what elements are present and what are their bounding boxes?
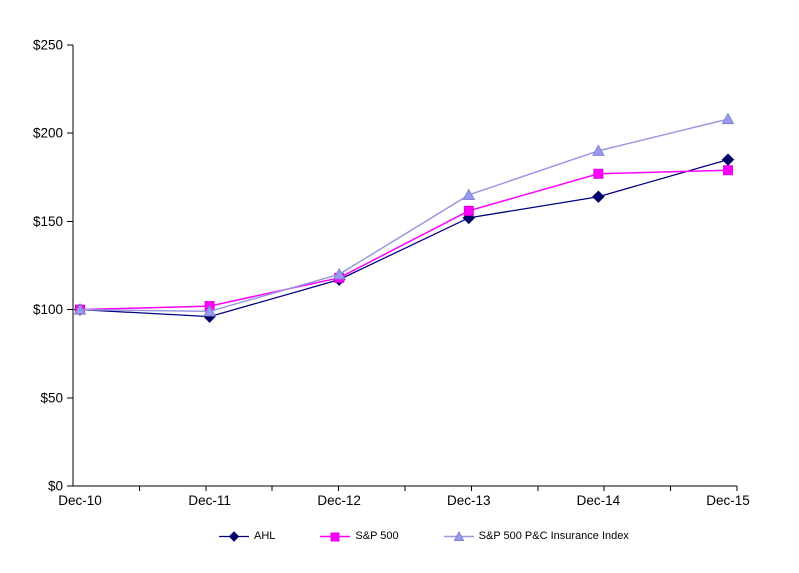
- legend-label-ahl: AHL: [254, 530, 276, 542]
- x-axis-tick-label: Dec-15: [706, 493, 750, 508]
- data-point-s-p-500-p-c-insurance-index: [203, 304, 216, 317]
- data-point-s-p-500-p-c-insurance-index: [332, 267, 346, 280]
- data-point-s-p-500: [723, 165, 733, 176]
- x-axis-tick-label: Dec-12: [317, 493, 361, 508]
- legend-item-sp500: S&P 500: [320, 530, 399, 542]
- legend-glyph-s-p-500-p-c-insurance-index: [453, 530, 464, 541]
- data-point-s-p-500-p-c-insurance-index: [462, 188, 476, 200]
- legend-label-sp500-pc-insurance-index: S&P 500 P&C Insurance Index: [478, 530, 629, 542]
- data-point-s-p-500: [463, 205, 474, 216]
- x-axis-tick-label: Dec-13: [447, 493, 491, 508]
- series-s-p-500: [75, 165, 733, 315]
- y-axis-tick-label: $150: [33, 214, 63, 229]
- y-axis-tick-label: $50: [40, 390, 63, 405]
- data-point-s-p-500-p-c-insurance-index: [592, 144, 605, 156]
- legend-label-sp500: S&P 500: [355, 530, 399, 542]
- x-axis-tick-label: Dec-11: [188, 493, 231, 508]
- x-axis-tick-label: Dec-10: [58, 493, 102, 508]
- series-line-s-p-500-p-c-insurance-index: [79, 118, 729, 313]
- series-ahl: [73, 153, 735, 323]
- legend-marker-triangle-icon: [443, 530, 474, 541]
- series-s-p-500-p-c-insurance-index: [73, 112, 735, 317]
- y-axis-tick-label: $0: [48, 479, 63, 494]
- data-point-s-p-500-p-c-insurance-index: [721, 112, 735, 125]
- y-axis-tick-label: $100: [33, 302, 63, 317]
- data-point-s-p-500: [593, 168, 604, 179]
- series-line-ahl: [79, 159, 729, 318]
- legend-marker-diamond-icon: [219, 530, 249, 542]
- x-axis-tick-label: Dec-14: [577, 493, 621, 508]
- y-axis-tick-label: $250: [33, 38, 63, 53]
- legend: AHL S&P 500 S&P 500 P&C Insurance Index: [219, 530, 629, 542]
- legend-glyph-ahl: [228, 530, 240, 542]
- legend-marker-square-icon: [320, 532, 351, 541]
- legend-item-ahl: AHL: [219, 530, 275, 542]
- series-line-s-p-500: [79, 169, 729, 311]
- data-point-ahl: [721, 153, 735, 166]
- legend-glyph-s-p-500: [330, 532, 340, 541]
- legend-item-sp500-pc-insurance-index: S&P 500 P&C Insurance Index: [443, 530, 629, 542]
- y-axis-tick-label: $200: [33, 126, 63, 141]
- data-point-s-p-500-p-c-insurance-index: [73, 303, 87, 315]
- data-point-ahl: [592, 190, 605, 203]
